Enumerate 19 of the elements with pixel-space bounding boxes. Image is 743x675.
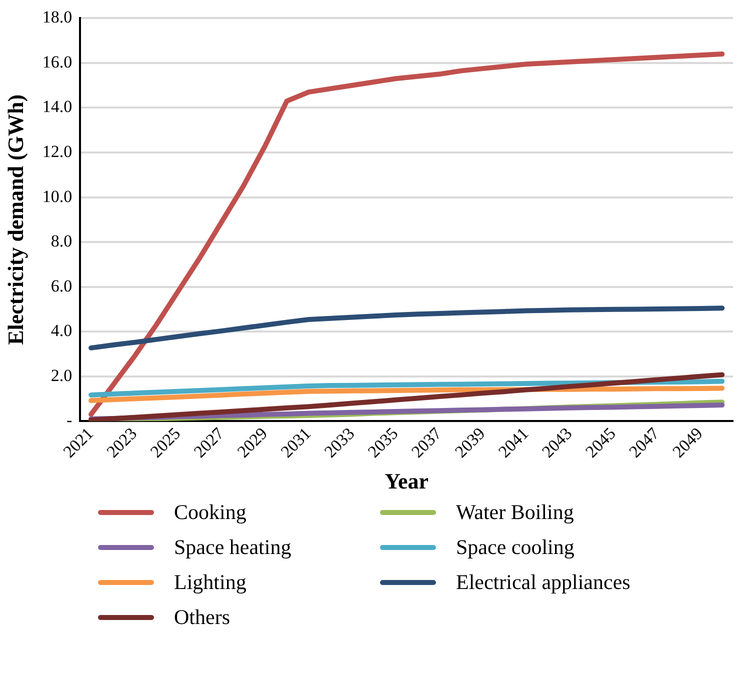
y-tick-label: -	[66, 410, 72, 430]
y-tick-label: 12.0	[42, 142, 72, 161]
y-tick-label: 8.0	[50, 232, 72, 251]
y-tick-label: 16.0	[42, 52, 72, 72]
y-tick-label: 4.0	[50, 321, 72, 340]
legend-label: Electrical appliances	[456, 570, 630, 595]
y-axis-title: Electricity demand (GWh)	[2, 94, 28, 345]
legend-label: Space cooling	[456, 535, 574, 560]
y-tick-label: 14.0	[42, 97, 72, 116]
y-tick-label: 10.0	[42, 186, 72, 206]
legend-label: Cooking	[174, 500, 246, 525]
y-tick-label: 2.0	[50, 366, 72, 385]
legend-label: Space heating	[174, 535, 292, 560]
legend-label: Others	[174, 605, 230, 630]
x-axis-title: Year	[384, 468, 429, 494]
legend-label: Water Boiling	[456, 500, 574, 525]
legend-label: Lighting	[174, 570, 246, 595]
y-tick-label: 6.0	[50, 276, 72, 296]
y-tick-label: 18.0	[42, 8, 72, 27]
